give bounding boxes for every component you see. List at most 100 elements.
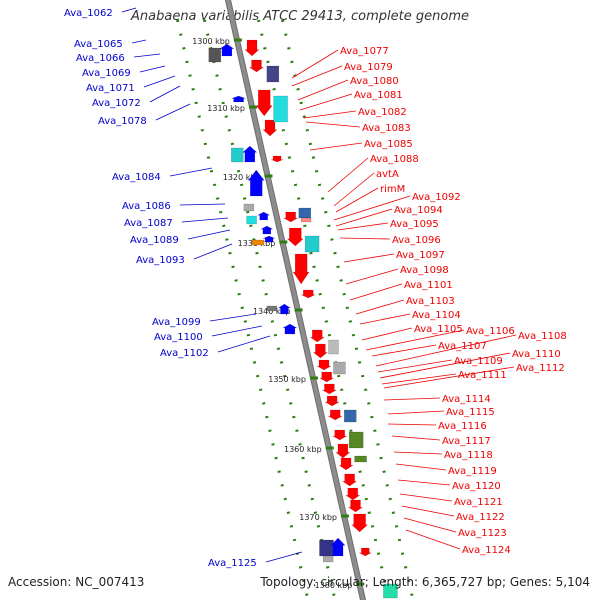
reverse-gene-label: avtA <box>376 169 399 180</box>
gene-box <box>231 147 244 163</box>
reverse-leader-line <box>377 359 453 373</box>
forward-leader-line <box>133 53 161 58</box>
reverse-gene-label: Ava_1103 <box>406 296 455 307</box>
gene-box <box>273 95 288 123</box>
reverse-leader-line <box>365 329 465 351</box>
forward-leader-line <box>139 65 166 73</box>
forward-gene-label: Ava_1084 <box>112 172 161 183</box>
forward-gene-arrow <box>257 211 270 221</box>
reverse-gene-label: Ava_1110 <box>512 349 561 360</box>
reverse-leader-line <box>361 327 413 341</box>
reverse-gene-label: Ava_1111 <box>458 370 507 381</box>
reverse-gene-label: Ava_1124 <box>462 545 511 556</box>
reverse-gene-label: Ava_1119 <box>448 466 497 477</box>
reverse-gene-label: Ava_1120 <box>452 481 501 492</box>
scale-label: 1300 kbp <box>192 37 230 46</box>
reverse-gene-arrow <box>282 211 299 223</box>
reverse-leader-line <box>305 121 361 128</box>
reverse-gene-label: Ava_1121 <box>454 497 503 508</box>
reverse-leader-line <box>379 352 511 379</box>
forward-gene-arrow <box>260 225 273 235</box>
reverse-gene-arrow <box>341 473 358 487</box>
reverse-gene-label: Ava_1094 <box>394 205 443 216</box>
reverse-gene-arrow <box>338 457 354 471</box>
reverse-leader-line <box>343 253 395 263</box>
forward-leader-line <box>143 75 176 88</box>
scale-label: 1340 kbp <box>253 307 291 316</box>
reverse-leader-line <box>375 334 517 367</box>
reverse-gene-arrow <box>292 253 310 285</box>
reverse-gene-arrow <box>359 547 372 557</box>
reverse-leader-line <box>403 517 457 533</box>
reverse-leader-line <box>393 451 443 455</box>
gene-box <box>328 339 339 355</box>
reverse-leader-line <box>395 463 447 471</box>
forward-gene-label: Ava_1078 <box>98 116 147 127</box>
scale-label: 1350 kbp <box>268 375 306 384</box>
forward-gene-label: Ava_1065 <box>74 39 123 50</box>
forward-gene-arrow <box>242 145 258 163</box>
forward-leader-line <box>155 103 191 121</box>
forward-gene-arrow <box>330 537 346 557</box>
reverse-leader-line <box>405 529 461 550</box>
gene-box <box>266 305 278 312</box>
reverse-leader-line <box>291 49 339 79</box>
reverse-leader-line <box>345 268 399 285</box>
reverse-gene-arrow <box>301 289 316 299</box>
reverse-leader-line <box>327 157 369 193</box>
gene-box <box>354 455 367 463</box>
reverse-leader-line <box>303 110 357 119</box>
forward-leader-line <box>211 325 263 337</box>
reverse-gene-label: Ava_1095 <box>390 219 439 230</box>
reverse-gene-arrow <box>316 359 332 371</box>
forward-leader-line <box>265 551 303 563</box>
gene-box <box>383 583 398 599</box>
reverse-leader-line <box>309 142 363 151</box>
reverse-gene-arrow <box>344 487 361 501</box>
forward-gene-label: Ava_1072 <box>92 98 141 109</box>
reverse-leader-line <box>397 479 451 486</box>
reverse-gene-arrow <box>321 383 338 395</box>
reverse-gene-label: Ava_1118 <box>444 450 493 461</box>
reverse-leader-line <box>333 195 411 221</box>
reverse-gene-label: Ava_1114 <box>442 394 491 405</box>
reverse-gene-arrow <box>309 329 326 343</box>
reverse-gene-label: rimM <box>380 184 405 195</box>
reverse-gene-label: Ava_1117 <box>442 436 491 447</box>
gene-box <box>251 239 265 246</box>
forward-leader-line <box>131 39 147 44</box>
tick-track-2 <box>203 19 337 600</box>
reverse-gene-label: Ava_1097 <box>396 250 445 261</box>
reverse-gene-label: Ava_1115 <box>446 407 495 418</box>
scale-label: 1310 kbp <box>207 104 245 113</box>
forward-gene-label: Ava_1087 <box>124 218 173 229</box>
reverse-gene-arrow <box>262 119 278 137</box>
reverse-leader-line <box>399 493 453 502</box>
reverse-leader-line <box>299 93 353 111</box>
scale-label: 1380 kbp <box>315 581 353 590</box>
scale-label: 1360 kbp <box>284 445 322 454</box>
reverse-leader-line <box>335 187 379 213</box>
tick-track-1 <box>176 19 310 600</box>
backbone <box>225 0 366 600</box>
reverse-gene-label: Ava_1085 <box>364 139 413 150</box>
reverse-leader-line <box>359 313 411 325</box>
forward-gene-label: Ava_1062 <box>64 8 113 19</box>
gene-box <box>333 361 346 375</box>
reverse-gene-label: Ava_1106 <box>466 326 515 337</box>
reverse-leader-line <box>371 344 437 357</box>
reverse-gene-label: Ava_1098 <box>400 265 449 276</box>
reverse-leader-line <box>291 65 343 87</box>
reverse-gene-label: Ava_1081 <box>354 90 403 101</box>
reverse-leader-line <box>383 397 441 401</box>
reverse-gene-arrow <box>324 395 341 407</box>
reverse-gene-label: Ava_1104 <box>412 310 461 321</box>
reverse-leader-line <box>391 435 441 441</box>
reverse-gene-arrow <box>312 343 329 359</box>
forward-gene-arrow <box>281 323 298 335</box>
reverse-gene-arrow <box>244 39 260 57</box>
forward-leader-line <box>193 243 233 260</box>
reverse-leader-line <box>401 505 455 517</box>
reverse-leader-line <box>387 423 437 426</box>
